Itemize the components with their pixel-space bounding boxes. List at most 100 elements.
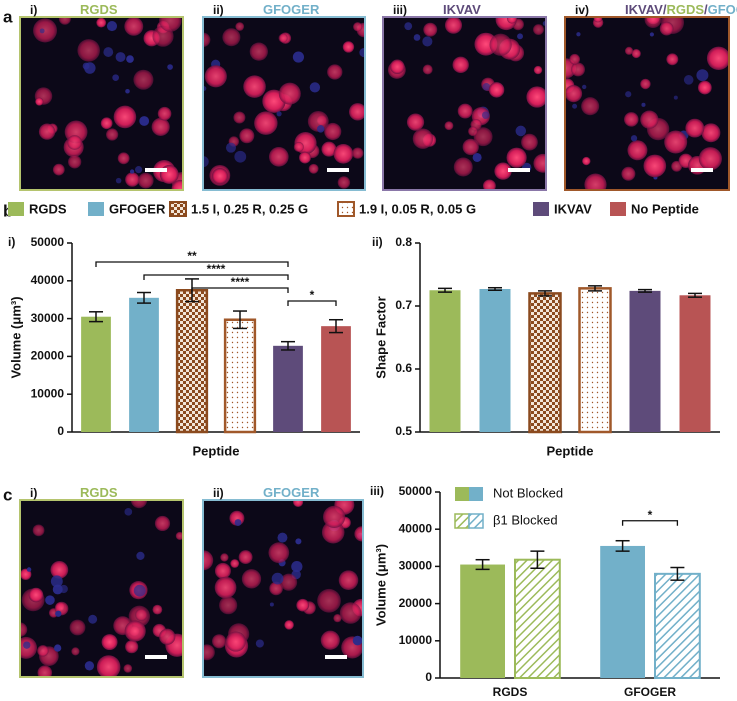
cell bbox=[284, 620, 294, 630]
cell bbox=[569, 53, 581, 65]
y-tick-label: 20000 bbox=[399, 596, 433, 610]
cell bbox=[125, 88, 130, 94]
cell bbox=[299, 151, 311, 164]
bar bbox=[600, 545, 645, 678]
cell bbox=[106, 20, 118, 32]
bar bbox=[129, 297, 159, 432]
cell bbox=[533, 65, 543, 75]
cell bbox=[565, 85, 583, 103]
bar bbox=[223, 318, 257, 434]
cell bbox=[333, 614, 342, 623]
cell bbox=[468, 126, 478, 137]
cell bbox=[211, 168, 228, 185]
cell bbox=[338, 570, 359, 590]
cell bbox=[352, 147, 364, 159]
cell bbox=[649, 32, 654, 37]
cell bbox=[697, 80, 712, 95]
title-part: IKVAV bbox=[443, 2, 481, 17]
y-tick-label: 0.7 bbox=[395, 298, 412, 312]
cell bbox=[327, 64, 343, 80]
significance-bracket bbox=[95, 261, 289, 267]
cell bbox=[353, 22, 363, 32]
cell bbox=[135, 166, 143, 174]
cell bbox=[135, 608, 148, 621]
error-bar bbox=[588, 285, 602, 292]
cell bbox=[582, 84, 587, 90]
cell bbox=[295, 538, 302, 545]
panel-index: iii) bbox=[393, 3, 407, 17]
cell bbox=[506, 147, 527, 168]
cell bbox=[293, 500, 304, 508]
y-tick-label: 40000 bbox=[399, 521, 433, 535]
cell bbox=[666, 53, 679, 66]
cell bbox=[533, 24, 544, 36]
bar bbox=[679, 295, 711, 432]
bar bbox=[479, 288, 511, 432]
title-part: GFOGER bbox=[263, 485, 320, 500]
cell bbox=[37, 665, 53, 677]
error-bar bbox=[329, 318, 343, 334]
y-tick-label: 0 bbox=[57, 424, 64, 438]
cell bbox=[390, 59, 405, 74]
cell bbox=[124, 620, 146, 642]
cell bbox=[203, 32, 211, 47]
border bbox=[19, 16, 184, 191]
cell bbox=[82, 62, 90, 70]
cell bbox=[482, 179, 496, 190]
cell bbox=[154, 515, 171, 532]
y-tick-label: 50000 bbox=[31, 235, 65, 249]
cell bbox=[640, 78, 651, 90]
scale-bar bbox=[325, 655, 347, 659]
legend-label: RGDS bbox=[29, 201, 67, 216]
cell bbox=[472, 152, 482, 162]
legend-swatch bbox=[469, 487, 483, 501]
bar bbox=[81, 316, 111, 432]
scale-bar bbox=[691, 168, 713, 172]
cell bbox=[269, 581, 283, 596]
cell bbox=[68, 155, 82, 169]
legend-swatch bbox=[610, 202, 626, 216]
cell bbox=[444, 17, 463, 34]
legend-swatch bbox=[88, 202, 104, 216]
cell bbox=[630, 135, 638, 142]
cell bbox=[255, 639, 264, 648]
cell bbox=[38, 123, 56, 140]
cell bbox=[88, 614, 98, 624]
cell bbox=[203, 644, 215, 661]
cell bbox=[276, 111, 282, 117]
cell bbox=[337, 176, 351, 189]
panel-letter: a bbox=[3, 7, 13, 26]
legend-label: GFOGER bbox=[109, 201, 166, 216]
cell bbox=[100, 117, 113, 130]
panel-title: IKVAV bbox=[443, 2, 481, 17]
cell bbox=[571, 62, 585, 77]
cell bbox=[584, 173, 607, 190]
cells bbox=[203, 500, 363, 661]
panel-index: iii) bbox=[370, 484, 384, 498]
cell bbox=[54, 644, 62, 652]
cell bbox=[159, 164, 179, 184]
title-part: RGDS bbox=[80, 2, 118, 17]
y-axis-label: Volume (μm³) bbox=[8, 296, 23, 378]
cell bbox=[506, 17, 517, 24]
cell bbox=[235, 22, 245, 31]
cell bbox=[67, 135, 82, 150]
cell bbox=[45, 595, 55, 605]
cell bbox=[249, 42, 268, 61]
panel-index: ii) bbox=[213, 3, 224, 17]
cell bbox=[572, 103, 578, 109]
significance-label: * bbox=[310, 288, 315, 302]
y-tick-label: 0.8 bbox=[395, 235, 412, 249]
error-bar bbox=[670, 566, 685, 581]
cell bbox=[133, 584, 146, 597]
cell bbox=[521, 133, 538, 151]
cell bbox=[152, 604, 163, 615]
cell bbox=[293, 141, 304, 152]
cell bbox=[171, 179, 183, 190]
y-tick-label: 0 bbox=[425, 670, 432, 684]
cell bbox=[234, 519, 242, 526]
cell bbox=[124, 17, 144, 36]
panel-index: i) bbox=[30, 486, 37, 500]
cell bbox=[683, 75, 694, 85]
cell bbox=[124, 507, 133, 516]
